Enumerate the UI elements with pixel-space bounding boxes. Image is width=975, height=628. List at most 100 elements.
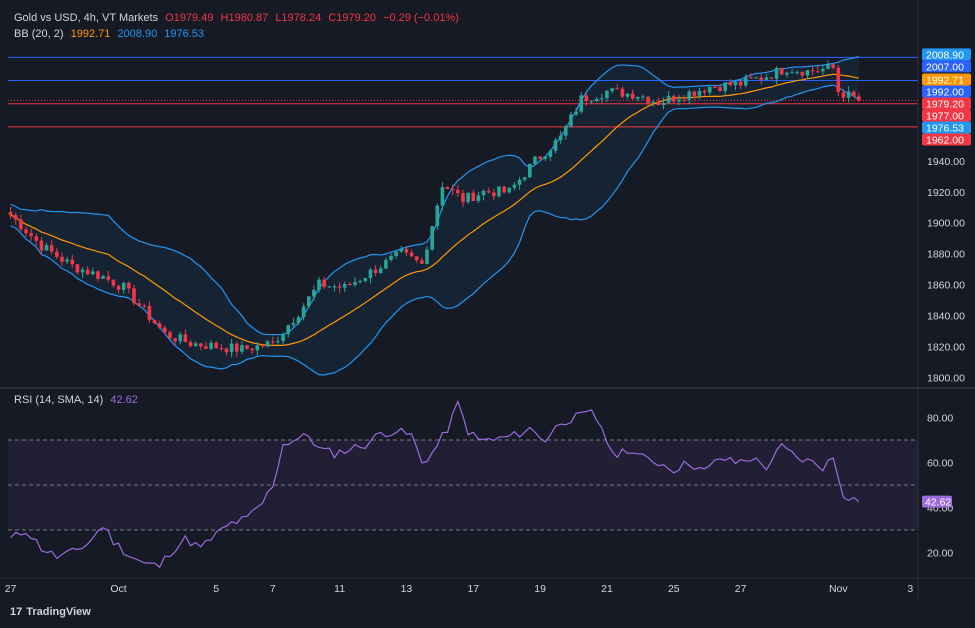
- candle-body: [846, 91, 851, 98]
- candle-body: [24, 229, 28, 234]
- candle: [250, 348, 255, 355]
- rsi-legend[interactable]: RSI (14, SMA, 14) 42.62: [14, 394, 142, 406]
- price-tick-label: 1840.00: [927, 310, 965, 322]
- ohlc-high: H1980.87: [220, 12, 269, 24]
- candle: [193, 341, 198, 347]
- tradingview-logo-icon: 17: [10, 606, 23, 618]
- candle-body: [785, 72, 789, 75]
- candle: [240, 340, 244, 354]
- candle: [255, 342, 260, 356]
- price-tag-label: 1992.00: [926, 86, 964, 98]
- candle-body: [245, 345, 249, 349]
- candle: [641, 94, 645, 100]
- candle: [846, 86, 851, 103]
- candle: [507, 187, 512, 194]
- candle-body: [702, 90, 707, 93]
- candle: [810, 66, 815, 76]
- candle-body: [713, 86, 717, 88]
- candle: [322, 276, 326, 290]
- candle-body: [414, 256, 419, 261]
- candle: [152, 319, 157, 325]
- candle-body: [831, 64, 835, 68]
- candle-body: [764, 77, 769, 80]
- price-tick-label: 1920.00: [927, 187, 965, 199]
- candle: [466, 192, 470, 204]
- bollinger-upper-line: [10, 55, 860, 336]
- candle-body: [157, 323, 162, 328]
- candle-body: [707, 86, 712, 93]
- candle-body: [425, 249, 429, 264]
- candle: [620, 86, 625, 99]
- candle-body: [507, 187, 512, 193]
- ohlc-change: −0.29 (−0.01%): [383, 12, 459, 24]
- price-tag-label: 1979.20: [926, 98, 964, 110]
- candle-body: [625, 93, 630, 97]
- candle: [697, 87, 702, 100]
- candle-body: [322, 279, 326, 288]
- candle-body: [584, 95, 589, 102]
- candle: [234, 341, 239, 357]
- time-axis[interactable]: 27 Oct 5 7 11 13 17 19 21 25 27 Nov 3: [5, 583, 914, 595]
- candle: [430, 225, 434, 252]
- candle: [533, 155, 537, 166]
- candle-body: [605, 90, 609, 99]
- candle-body: [461, 193, 465, 203]
- candle-body: [342, 283, 347, 288]
- candle-body: [373, 269, 378, 274]
- candle-body: [754, 77, 758, 79]
- candle: [137, 298, 141, 307]
- candle: [29, 228, 33, 242]
- candle: [584, 93, 589, 106]
- candle-body: [399, 249, 404, 252]
- candle: [121, 281, 126, 294]
- bollinger-label: BB (20, 2): [14, 28, 64, 40]
- bollinger-lower-value: 1976.53: [164, 28, 205, 40]
- candle: [564, 124, 568, 140]
- time-tick-label: 13: [401, 583, 413, 595]
- candle-body: [538, 156, 542, 159]
- price-axis[interactable]: 1800.00 1820.00 1840.00 1860.00 1880.00 1900.…: [927, 156, 965, 384]
- candle-body: [121, 282, 126, 290]
- bollinger-legend[interactable]: BB (20, 2) 1992.71 2008.90 1976.53: [14, 28, 208, 40]
- time-tick-label: Nov: [829, 583, 848, 595]
- ohlc-low: L1978.24: [275, 12, 322, 24]
- rsi-label: RSI (14, SMA, 14): [14, 394, 104, 406]
- candle-body: [456, 189, 460, 194]
- candle: [409, 249, 414, 257]
- candle: [44, 242, 49, 251]
- candle-body: [769, 77, 774, 79]
- candle: [486, 187, 491, 194]
- candle-body: [137, 303, 141, 306]
- candle-body: [528, 163, 532, 178]
- rsi-value: 42.62: [110, 394, 138, 406]
- candle-body: [60, 256, 64, 262]
- candle-body: [687, 91, 692, 100]
- candle-body: [805, 70, 810, 76]
- candle: [589, 100, 594, 104]
- candle-body: [492, 192, 496, 197]
- candle-body: [543, 156, 548, 159]
- time-tick-label: 25: [668, 583, 680, 595]
- bollinger-upper-value: 2008.90: [117, 28, 158, 40]
- candle-body: [198, 343, 203, 347]
- symbol-title: Gold vs USD, 4h, VT Markets: [14, 12, 159, 24]
- candle-body: [569, 114, 573, 127]
- tradingview-logo[interactable]: 17 TradingView: [10, 606, 91, 618]
- candle: [163, 325, 167, 335]
- candle: [168, 330, 172, 339]
- candle-body: [718, 87, 722, 92]
- candle-body: [363, 278, 368, 281]
- price-axis-tags: 2008.902007.001992.711992.001979.201977.…: [922, 48, 971, 146]
- candle-body: [296, 317, 301, 323]
- candle: [8, 207, 13, 219]
- candle-body: [116, 285, 121, 290]
- candle: [19, 214, 23, 232]
- price-tag: 1992.00: [922, 85, 971, 98]
- candle-body: [332, 286, 337, 288]
- candle: [723, 82, 728, 97]
- candle-body: [394, 251, 398, 256]
- candle: [373, 265, 378, 277]
- candle: [795, 70, 799, 75]
